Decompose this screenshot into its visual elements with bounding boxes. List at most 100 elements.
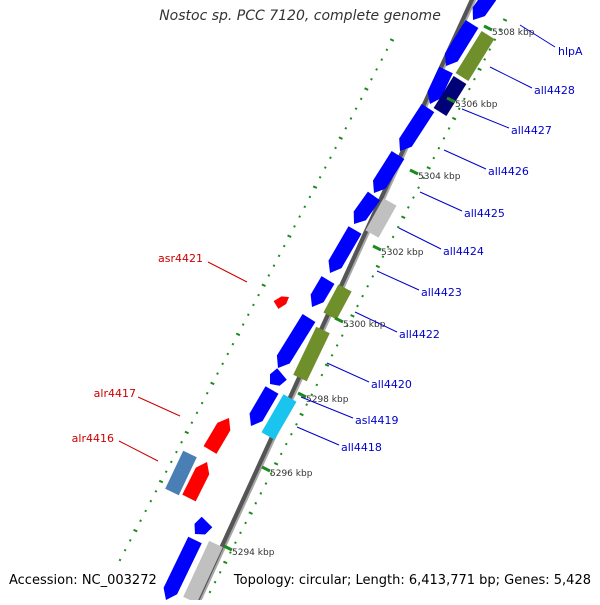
tick-mark [446, 96, 456, 104]
gc-dot-right [462, 97, 466, 101]
gc-dot-left [231, 342, 235, 346]
gc-dot-left [252, 303, 255, 307]
gc-dot-right [295, 423, 298, 426]
gc-dot-right [315, 383, 319, 387]
gc-dot-right [340, 334, 344, 337]
gc-dot-right [350, 314, 355, 318]
gc-dot-left [293, 225, 296, 228]
gc-dot-right [502, 18, 508, 22]
gc-dot-left [184, 430, 189, 435]
gc-dot-right [223, 560, 228, 565]
accession-text: Accession: NC_003272 [9, 573, 157, 588]
tick-mark [334, 316, 344, 324]
tick-mark [223, 544, 233, 552]
gc-dot-left [180, 440, 183, 444]
gc-dot-left [226, 352, 230, 356]
gc-dot-left [375, 68, 378, 71]
feature-all4425-region [365, 198, 397, 238]
gc-dot-right [305, 403, 308, 406]
gc-dot-right [335, 344, 339, 347]
gc-dot-right [259, 492, 263, 495]
gc-dot-right [391, 235, 395, 239]
gc-dot-right [284, 442, 288, 446]
gc-dot-left [272, 264, 276, 267]
gc-dot-left [205, 391, 209, 395]
gc-dot-right [412, 196, 415, 199]
gc-dot-left [261, 283, 266, 288]
feature-asl4419-region [261, 394, 297, 440]
gc-dot-right [386, 245, 390, 249]
gene-all4423 [328, 226, 362, 273]
gc-dot-left [323, 166, 327, 169]
gc-dot-right [371, 275, 375, 278]
gc-dot-right [299, 412, 304, 417]
gc-dot-left [303, 205, 307, 209]
gc-dot-right [229, 551, 232, 554]
gc-dot-left [169, 460, 173, 464]
gene-label-all4424: all4424 [443, 245, 484, 258]
gene-all4422 [310, 276, 335, 307]
gc-dot-left [267, 274, 271, 277]
gc-dot-right [213, 580, 217, 584]
gc-dot-tracks [118, 18, 508, 594]
gc-dot-right [477, 67, 482, 72]
tick-label: 5306 kbp [455, 100, 498, 110]
gc-dot-right [366, 284, 370, 288]
gc-dot-left [118, 558, 122, 562]
feature-all4422-region [293, 326, 330, 382]
gc-dot-left [257, 293, 260, 297]
gc-dot-left [277, 254, 281, 258]
gene-label-all4423: all4423 [421, 286, 462, 299]
gene-label-hlpA: hlpA [558, 45, 583, 58]
gene-label-leader [118, 440, 159, 462]
gc-dot-right [218, 570, 222, 574]
tick-label: 5304 kbp [418, 172, 461, 182]
gene-label-asl4419: asl4419 [355, 414, 399, 427]
gc-dot-right [488, 48, 492, 51]
tick-label: 5308 kbp [492, 28, 535, 38]
gene-label-all4420: all4420 [371, 378, 412, 391]
feature-hlpA-region [455, 31, 495, 81]
gene-label-all4426: all4426 [488, 165, 529, 178]
gene-unnamed-1 [194, 516, 213, 535]
gc-dot-left [385, 48, 389, 52]
gene-all4424 [353, 191, 381, 224]
gene-label-leader [207, 261, 248, 283]
gene-label-leader [296, 426, 340, 446]
gc-dot-right [426, 166, 431, 170]
map-title: Nostoc sp. PCC 7120, complete genome [159, 8, 441, 24]
gc-dot-right [457, 107, 461, 111]
gc-dot-right [345, 324, 349, 328]
gc-dot-left [216, 372, 219, 375]
gc-dot-left [329, 156, 332, 160]
tick-label: 5294 kbp [232, 548, 275, 558]
gc-dot-right [451, 116, 457, 121]
gene-label-leader [376, 270, 420, 291]
gene-alr4416 [182, 462, 210, 502]
gc-dot-right [269, 472, 273, 475]
gene-label-leader [326, 362, 370, 383]
gene-label-all4422: all4422 [399, 328, 440, 341]
gc-dot-right [417, 186, 420, 189]
gene-label-leader [461, 108, 510, 129]
gc-dot-left [246, 313, 250, 317]
gc-dot-left [190, 421, 194, 424]
gc-dot-right [273, 462, 279, 466]
gc-dot-right [396, 225, 400, 229]
gc-dot-left [354, 107, 358, 111]
gene-asl4419 [269, 368, 287, 386]
gc-dot-left [318, 176, 322, 179]
gc-dot-right [437, 146, 441, 150]
gc-dot-left [380, 58, 384, 61]
gc-dot-right [290, 432, 293, 436]
gene-hlpA [472, 0, 497, 20]
gc-dot-left [154, 489, 158, 493]
gc-dot-right [310, 393, 314, 397]
gc-dot-left [364, 87, 369, 91]
gc-dot-right [498, 28, 502, 32]
tick-label: 5300 kbp [343, 320, 386, 330]
topology-summary: Topology: circular; Length: 6,413,771 bp… [233, 573, 591, 588]
gene-unnamed-2 [163, 536, 202, 600]
gene-all4427 [427, 66, 453, 104]
